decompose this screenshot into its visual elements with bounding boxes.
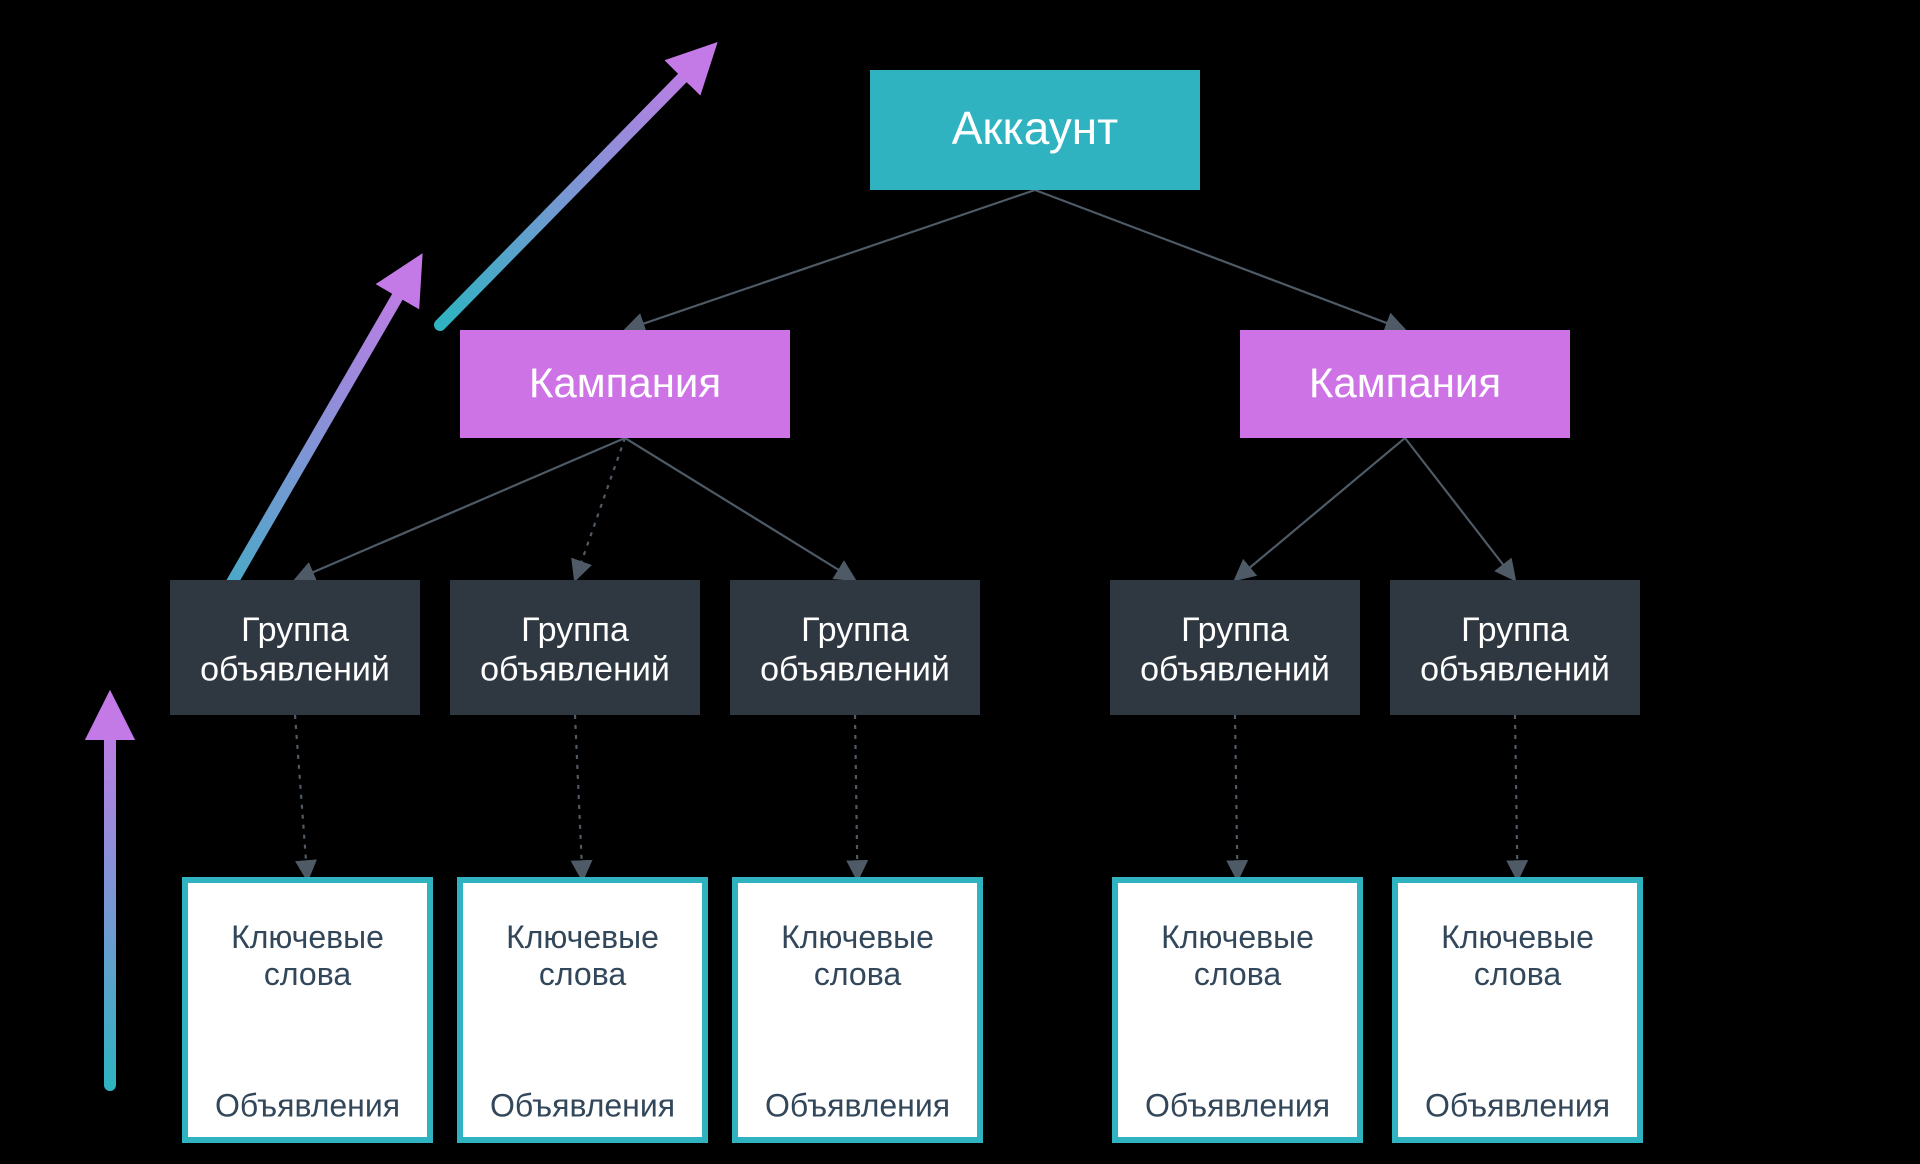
edge-campaign_left-group_2: [575, 438, 625, 580]
node-leaf_3: КлючевыесловаОбъявления: [735, 880, 980, 1140]
hierarchy-diagram: АккаунтКампанияКампанияГруппаобъявленийГ…: [0, 0, 1920, 1164]
node-group_4: Группаобъявлений: [1110, 580, 1360, 715]
edge-campaign_right-group_4: [1235, 438, 1405, 580]
node-leaf_5: КлючевыесловаОбъявления: [1395, 880, 1640, 1140]
edge-account-campaign_left: [625, 190, 1035, 330]
node-leaf_2: КлючевыесловаОбъявления: [460, 880, 705, 1140]
node-leaf_1: КлючевыесловаОбъявления: [185, 880, 430, 1140]
edge-campaign_right-group_5: [1405, 438, 1515, 580]
node-label: Кампания: [1309, 359, 1501, 406]
edge-group_4-leaf_4: [1235, 715, 1238, 880]
node-group_3: Группаобъявлений: [730, 580, 980, 715]
node-label: Аккаунт: [952, 102, 1118, 154]
edge-group_3-leaf_3: [855, 715, 858, 880]
node-account: Аккаунт: [870, 70, 1200, 190]
node-leaf_4: КлючевыесловаОбъявления: [1115, 880, 1360, 1140]
node-label: Кампания: [529, 359, 721, 406]
edge-group_2-leaf_2: [575, 715, 583, 880]
leaf-bottom-label: Объявления: [1145, 1087, 1330, 1123]
edge-campaign_left-group_3: [625, 438, 855, 580]
leaf-bottom-label: Объявления: [1425, 1087, 1610, 1123]
edge-campaign_left-group_1: [295, 438, 625, 580]
edge-group_1-leaf_1: [295, 715, 308, 880]
node-group_1: Группаобъявлений: [170, 580, 420, 715]
edge-group_5-leaf_5: [1515, 715, 1518, 880]
leaf-bottom-label: Объявления: [765, 1087, 950, 1123]
leaf-bottom-label: Объявления: [215, 1087, 400, 1123]
node-group_2: Группаобъявлений: [450, 580, 700, 715]
nodes-layer: АккаунтКампанияКампанияГруппаобъявленийГ…: [170, 70, 1640, 1140]
node-campaign_right: Кампания: [1240, 330, 1570, 438]
decor-arrow-0: [440, 60, 700, 325]
edge-account-campaign_right: [1035, 190, 1405, 330]
leaf-bottom-label: Объявления: [490, 1087, 675, 1123]
node-group_5: Группаобъявлений: [1390, 580, 1640, 715]
node-campaign_left: Кампания: [460, 330, 790, 438]
